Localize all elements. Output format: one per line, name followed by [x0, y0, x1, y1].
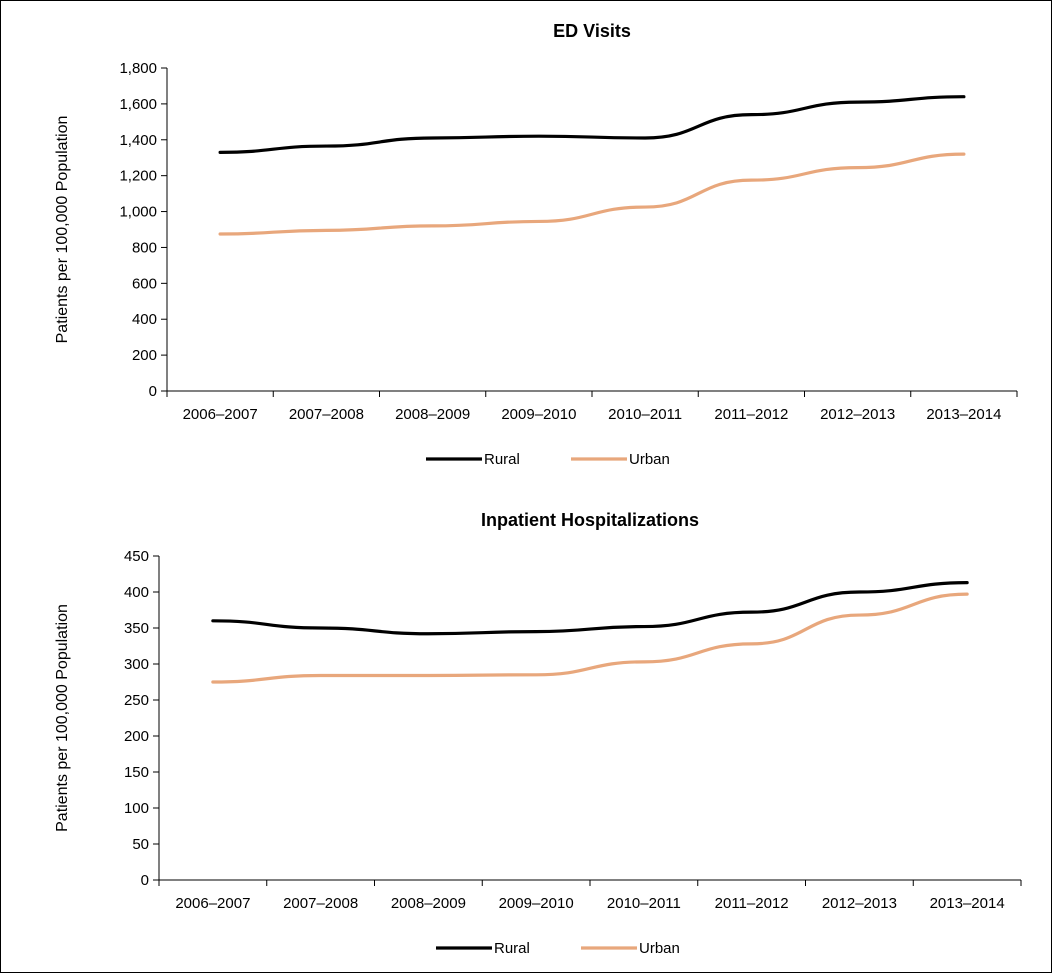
y-tick-label: 800 — [132, 239, 157, 256]
x-tick-label: 2012–2013 — [822, 895, 897, 912]
chart-0: ED Visits Patients per 100,000 Population… — [54, 21, 1018, 468]
x-tick-label: 2013–2014 — [930, 895, 1005, 912]
x-tick-label: 2006–2007 — [183, 406, 258, 423]
chart-title: ED Visits — [553, 21, 631, 41]
y-tick-label: 150 — [124, 764, 149, 781]
x-tick-label: 2007–2008 — [283, 895, 358, 912]
y-tick-label: 400 — [124, 584, 149, 601]
x-tick-label: 2010–2011 — [607, 895, 681, 912]
series-line-urban — [211, 592, 969, 684]
y-tick-label: 1,400 — [119, 132, 157, 149]
chart-1: Inpatient Hospitalizations Patients per 1… — [54, 510, 1022, 957]
legend-label-urban: Urban — [639, 940, 680, 957]
y-tick-label: 250 — [124, 692, 149, 709]
x-tick-label: 2013–2014 — [926, 406, 1001, 423]
x-tick-label: 2008–2009 — [391, 895, 466, 912]
series-line-rural — [211, 581, 969, 636]
y-tick-label: 200 — [132, 347, 157, 364]
y-tick-label: 300 — [124, 656, 149, 673]
chart-title: Inpatient Hospitalizations — [481, 510, 699, 530]
series-line-urban — [218, 152, 966, 236]
series-line-rural — [218, 95, 966, 154]
y-tick-label: 1,600 — [119, 96, 157, 113]
y-tick-label: 0 — [149, 383, 157, 400]
y-tick-label: 100 — [124, 800, 149, 817]
y-axis-label: Patients per 100,000 Population — [54, 116, 71, 344]
y-tick-label: 350 — [124, 620, 149, 637]
x-tick-label: 2009–2010 — [501, 406, 576, 423]
y-tick-label: 50 — [132, 836, 149, 853]
y-tick-label: 450 — [124, 548, 149, 565]
y-tick-label: 1,200 — [119, 168, 157, 185]
y-tick-label: 400 — [132, 311, 157, 328]
y-tick-label: 1,800 — [119, 60, 157, 77]
legend-label-urban: Urban — [629, 451, 670, 468]
x-tick-label: 2006–2007 — [175, 895, 250, 912]
y-tick-label: 1,000 — [119, 204, 157, 221]
x-tick-label: 2012–2013 — [820, 406, 895, 423]
y-tick-label: 600 — [132, 275, 157, 292]
legend-label-rural: Rural — [494, 940, 530, 957]
legend-label-rural: Rural — [484, 451, 520, 468]
y-tick-label: 0 — [141, 872, 149, 889]
x-tick-label: 2010–2011 — [608, 406, 682, 423]
y-axis-label: Patients per 100,000 Population — [54, 604, 71, 832]
x-tick-label: 2008–2009 — [395, 406, 470, 423]
x-tick-label: 2011–2012 — [714, 406, 788, 423]
x-tick-label: 2007–2008 — [289, 406, 364, 423]
x-tick-label: 2009–2010 — [499, 895, 574, 912]
y-tick-label: 200 — [124, 728, 149, 745]
x-tick-label: 2011–2012 — [715, 895, 789, 912]
